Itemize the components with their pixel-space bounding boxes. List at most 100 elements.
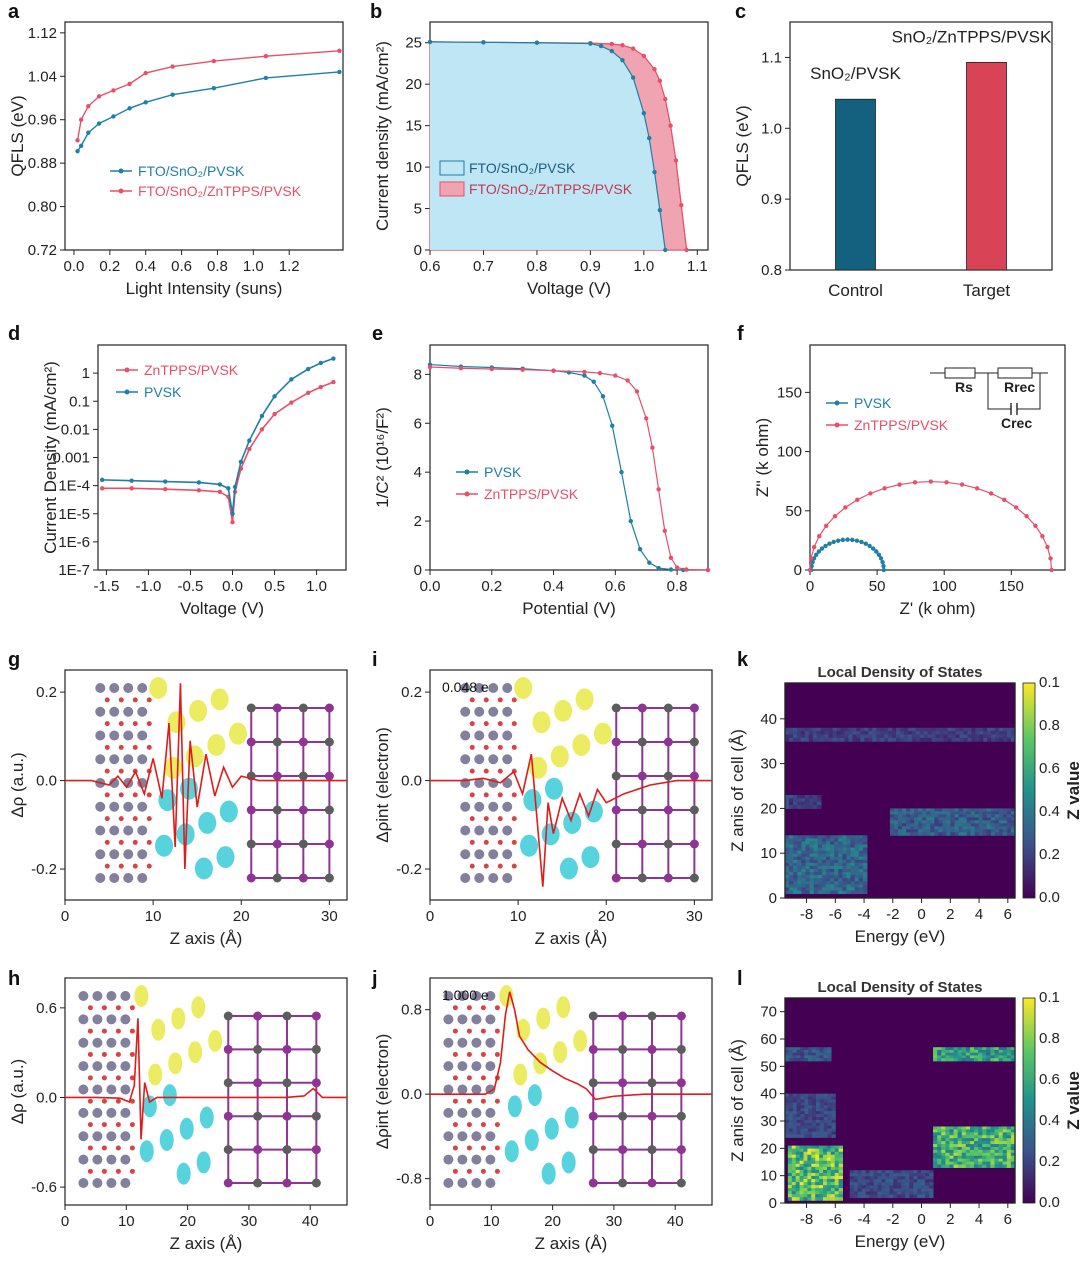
heatmap-cell — [800, 1049, 805, 1054]
heatmap-cell — [877, 1170, 882, 1174]
heatmap-cell — [805, 838, 811, 842]
heatmap-cell — [946, 817, 951, 821]
heatmap-cell — [804, 1128, 809, 1133]
heatmap-cell — [817, 853, 823, 858]
panel-j: j0 10 20 30 40-0.80.00.8Z axis (Å)Δρint (ele… — [371, 968, 713, 1253]
heatmap-cell — [812, 1093, 817, 1098]
heatmap-cell — [788, 1105, 794, 1109]
heatmap-cell — [853, 1188, 859, 1192]
heatmap-cell — [998, 829, 1004, 833]
heatmap-cell — [801, 844, 806, 849]
x-tick-label: -4 — [857, 906, 870, 923]
heatmap-cell — [808, 1128, 813, 1133]
heatmap-cell — [990, 817, 996, 821]
heatmap-cell — [838, 884, 843, 888]
heatmap-cell — [807, 1175, 812, 1180]
data-point — [944, 480, 949, 485]
atom-sn — [92, 1131, 103, 1142]
isosurface-blob — [520, 834, 539, 857]
heatmap-cell — [850, 872, 856, 876]
heatmap-cell — [815, 1151, 820, 1156]
heatmap-cell — [965, 1126, 971, 1130]
x-tick-label: 100 — [932, 578, 957, 595]
heatmap-cell — [817, 835, 823, 839]
heatmap-cell — [881, 1194, 886, 1199]
heatmap-cell — [834, 853, 839, 858]
atom-pb-i — [253, 1178, 263, 1188]
heatmap-cell — [819, 1049, 824, 1054]
atom-o — [494, 1098, 500, 1104]
heatmap-cell — [942, 817, 947, 821]
heatmap-cell — [888, 734, 893, 739]
legend-label: ZnTPPS/PVSK — [484, 486, 579, 502]
heatmap-cell — [994, 817, 1000, 821]
x-tick-label: 6 — [1004, 1211, 1012, 1228]
heatmap-cell — [792, 1108, 798, 1112]
heatmap-cell — [838, 878, 843, 882]
atom-pb-i — [663, 805, 673, 815]
heatmap-cell — [1006, 814, 1012, 818]
atom-sn — [474, 706, 485, 717]
heatmap-cell — [830, 835, 835, 839]
heatmap-cell — [953, 1129, 959, 1133]
atom-pb-i — [647, 1078, 657, 1088]
heatmap-cell — [885, 1173, 890, 1177]
heatmap-cell — [862, 875, 868, 879]
heatmap-cell — [901, 1176, 906, 1180]
atom-sn — [109, 801, 120, 812]
heatmap-cell — [830, 1197, 836, 1201]
heatmap-cell — [910, 817, 915, 821]
heatmap-cell — [965, 1049, 971, 1054]
isosurface-blob — [142, 1095, 157, 1118]
heatmap-cell — [861, 1173, 867, 1177]
heatmap-cell — [831, 1125, 836, 1130]
atom-sn — [120, 1061, 131, 1072]
heatmap-cell — [978, 829, 984, 833]
isosurface-blob — [198, 811, 217, 834]
heatmap-cell — [793, 853, 798, 858]
heatmap-cell — [974, 1149, 979, 1154]
heatmap-cell — [826, 1151, 832, 1156]
heatmap-cell — [787, 1163, 793, 1168]
heatmap-cell — [922, 829, 927, 833]
heatmap-cell — [910, 820, 915, 824]
heatmap-cell — [937, 1132, 942, 1136]
x-tick-label: 10 — [145, 908, 162, 925]
heatmap-cell — [979, 731, 984, 736]
heatmap-cell — [844, 727, 849, 732]
data-point — [850, 537, 855, 543]
y-axis-label: QFLS (eV) — [733, 105, 752, 186]
heatmap-cell — [919, 727, 925, 732]
heatmap-cell — [846, 853, 852, 858]
heatmap-cell — [830, 884, 835, 888]
heatmap-cell — [970, 829, 976, 833]
heatmap-cell — [869, 1173, 875, 1177]
heatmap-cell — [815, 1128, 821, 1133]
heatmap-cell — [797, 884, 802, 888]
heatmap-cell — [796, 1114, 801, 1118]
isosurface-blob — [581, 846, 600, 869]
isosurface-blob — [216, 846, 235, 869]
y-tick-label: 0.0 — [36, 1089, 57, 1106]
heatmap-cell — [788, 1058, 794, 1062]
data-point — [272, 411, 277, 417]
heatmap-cell — [819, 1166, 824, 1171]
heatmap-cell — [888, 731, 893, 736]
heatmap-cell — [817, 844, 823, 849]
heatmap-cell — [974, 1146, 979, 1151]
heatmap-cell — [792, 1119, 798, 1124]
heatmap-cell — [827, 1108, 832, 1112]
heatmap-cell — [861, 1170, 867, 1174]
heatmap-cell — [901, 1182, 906, 1186]
isosurface-blob — [563, 811, 582, 834]
heatmap-cell — [1010, 826, 1016, 830]
heatmap-cell — [817, 856, 823, 861]
heatmap-cell — [785, 1052, 790, 1056]
atom-sn — [460, 873, 471, 883]
heatmap-cell — [862, 890, 868, 895]
heatmap-cell — [826, 1197, 832, 1201]
heatmap-cell — [823, 1102, 829, 1106]
atom-o — [115, 1051, 121, 1057]
heatmap-cell — [800, 1099, 805, 1103]
atom-sn — [485, 1131, 496, 1142]
